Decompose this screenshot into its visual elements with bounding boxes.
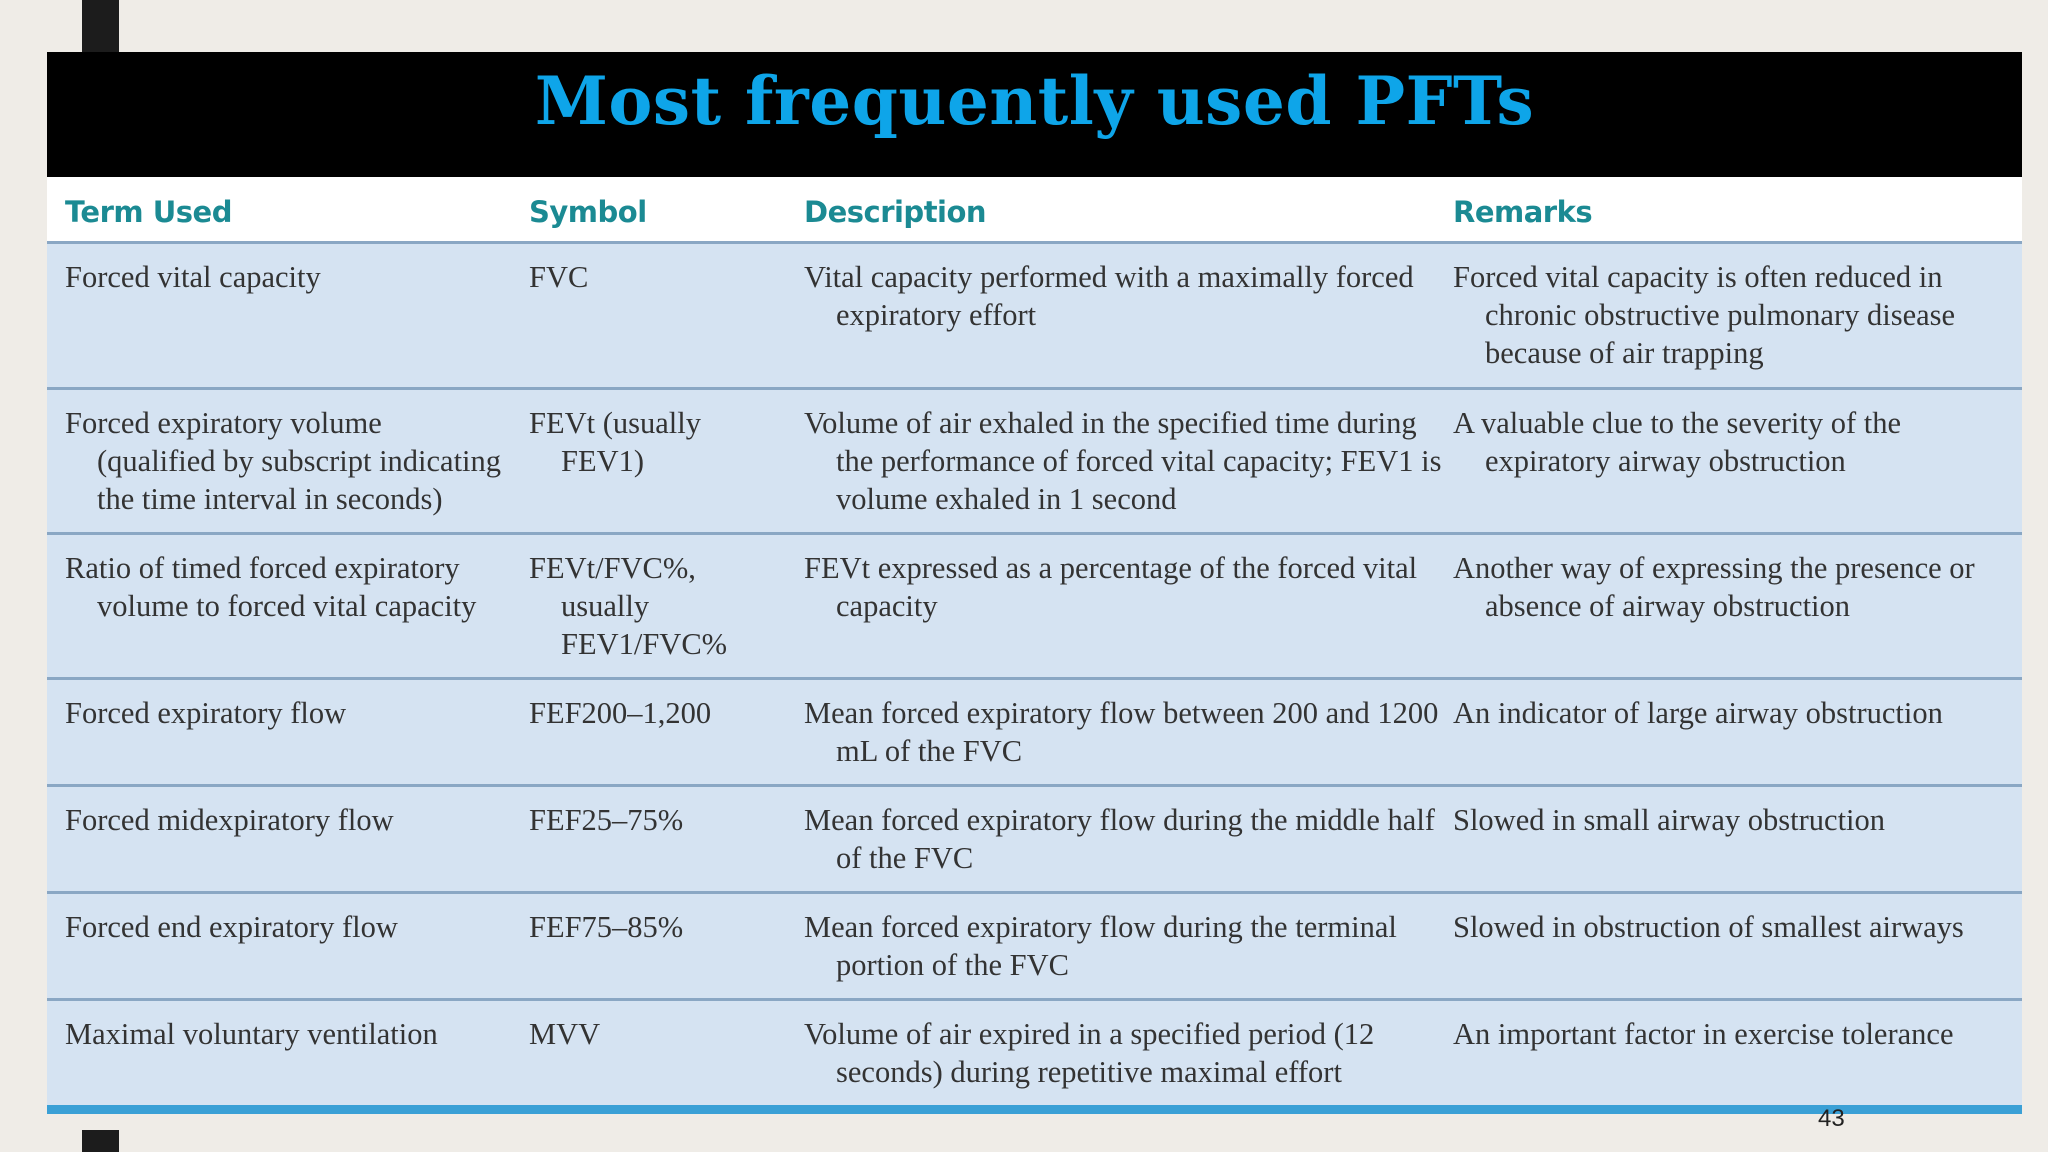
cell-remarks: An indicator of large airway obstruction [1453,696,1943,730]
cell-description: Volume of air exhaled in the specified t… [804,406,1442,516]
table-header-row: Term Used Symbol Description Remarks [47,177,2022,244]
cell-symbol: FEF75–85% [529,910,684,944]
cell-term: Forced expiratory flow [65,696,347,730]
cell-remarks: Slowed in small airway obstruction [1453,803,1886,837]
cell-description: Mean forced expiratory flow during the t… [804,910,1397,982]
cell-symbol: FVC [529,260,589,294]
cell-symbol: FEVt/FVC%, usually FEV1/FVC% [529,551,728,661]
table-row: Maximal voluntary ventilation MVV Volume… [47,1001,2022,1105]
cell-symbol: MVV [529,1017,601,1051]
table-row: Forced end expiratory flow FEF75–85% Mea… [47,894,2022,1001]
header-remarks: Remarks [1453,195,1593,229]
cell-description: Mean forced expiratory flow between 200 … [804,696,1439,768]
table-row: Forced midexpiratory flow FEF25–75% Mean… [47,787,2022,894]
cell-term: Forced expiratory volume (qualified by s… [65,406,502,516]
header-symbol: Symbol [529,195,647,229]
table-row: Forced expiratory volume (qualified by s… [47,390,2022,535]
cell-remarks: Forced vital capacity is often reduced i… [1453,260,1956,370]
header-description: Description [804,195,987,229]
accent-bar-top [82,0,119,52]
table-row: Forced expiratory flow FEF200–1,200 Mean… [47,680,2022,787]
accent-bar-bottom [82,1130,119,1152]
slide: Most frequently used PFTs Term Used Symb… [47,52,2022,1114]
slide-title: Most frequently used PFTs [534,62,1535,140]
table-row: Ratio of timed forced expiratory volume … [47,535,2022,680]
cell-description: Volume of air expired in a specified per… [804,1017,1375,1089]
cell-term: Forced midexpiratory flow [65,803,394,837]
cell-description: FEVt expressed as a percentage of the fo… [804,551,1418,623]
cell-description: Vital capacity performed with a maximall… [804,260,1414,332]
cell-symbol: FEF200–1,200 [529,696,712,730]
cell-remarks: Slowed in obstruction of smallest airway… [1453,910,1964,944]
pft-table: Term Used Symbol Description Remarks For… [47,177,2022,1114]
cell-remarks: An important factor in exercise toleranc… [1453,1017,1954,1051]
cell-term: Maximal voluntary ventilation [65,1017,438,1051]
title-band: Most frequently used PFTs [47,52,2022,177]
cell-term: Ratio of timed forced expiratory volume … [65,551,477,623]
cell-remarks: A valuable clue to the severity of the e… [1453,406,1902,478]
table-bottom-rule [47,1105,2022,1114]
table-row: Forced vital capacity FVC Vital capacity… [47,244,2022,390]
cell-symbol: FEVt (usually FEV1) [529,406,701,478]
cell-remarks: Another way of expressing the presence o… [1453,551,1975,623]
cell-description: Mean forced expiratory flow during the m… [804,803,1435,875]
cell-symbol: FEF25–75% [529,803,684,837]
cell-term: Forced end expiratory flow [65,910,398,944]
cell-term: Forced vital capacity [65,260,321,294]
page-number: 43 [1818,1105,1845,1132]
header-term: Term Used [65,195,232,229]
